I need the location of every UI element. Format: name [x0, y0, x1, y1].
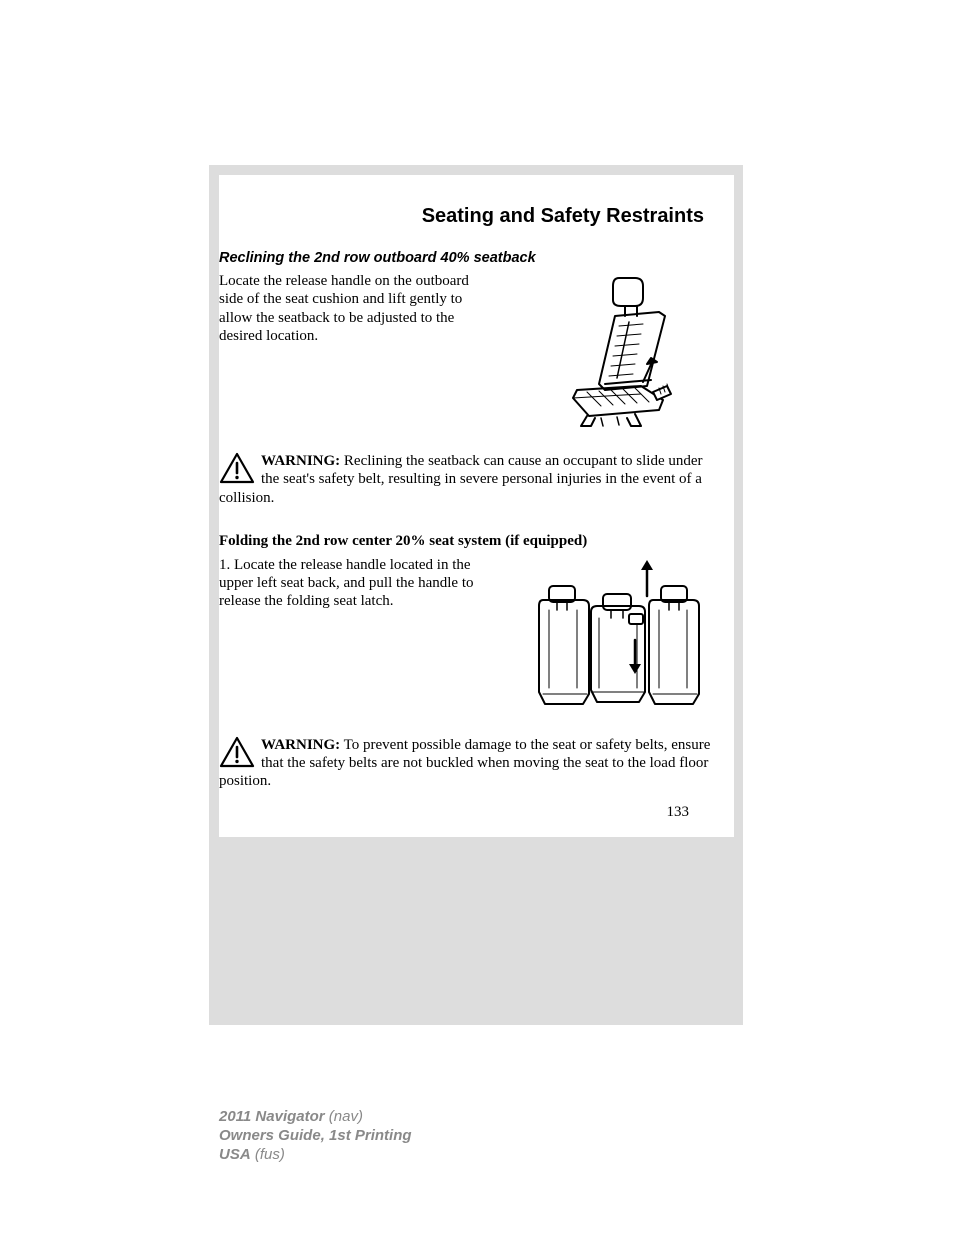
- footer-line-2: Owners Guide, 1st Printing: [219, 1127, 412, 1146]
- reclining-body-text: Locate the release handle on the outboar…: [219, 272, 474, 345]
- reclining-figure: [534, 272, 714, 432]
- chapter-title: Seating and Safety Restraints: [219, 205, 714, 228]
- seat-recline-icon: [547, 272, 702, 432]
- section-heading-reclining: Reclining the 2nd row outboard 40% seatb…: [219, 250, 714, 266]
- reclining-warning: WARNING: Reclining the seatback can caus…: [219, 452, 714, 507]
- folding-block: 1. Locate the release handle located in …: [219, 556, 714, 716]
- section-heading-folding: Folding the 2nd row center 20% seat syst…: [219, 533, 714, 550]
- folding-figure: [529, 556, 714, 716]
- reclining-block: Locate the release handle on the outboar…: [219, 272, 714, 432]
- warning-triangle-icon: [219, 736, 255, 768]
- footer-line-1: 2011 Navigator (nav): [219, 1108, 412, 1127]
- page-content: Seating and Safety Restraints Reclining …: [219, 175, 734, 837]
- warning-label: WARNING:: [261, 453, 340, 469]
- footer-region: USA: [219, 1146, 251, 1163]
- warning-label: WARNING:: [261, 737, 340, 753]
- folding-warning: WARNING: To prevent possible damage to t…: [219, 736, 714, 791]
- center-seat-fold-icon: [529, 556, 714, 716]
- footer: 2011 Navigator (nav) Owners Guide, 1st P…: [219, 1108, 412, 1164]
- page-number: 133: [667, 804, 690, 821]
- footer-model: 2011 Navigator: [219, 1108, 325, 1125]
- warning-triangle-icon: [219, 452, 255, 484]
- footer-line-3: USA (fus): [219, 1146, 412, 1165]
- footer-model-code: (nav): [325, 1108, 363, 1125]
- folding-body-text: 1. Locate the release handle located in …: [219, 556, 474, 611]
- footer-region-code: (fus): [251, 1146, 285, 1163]
